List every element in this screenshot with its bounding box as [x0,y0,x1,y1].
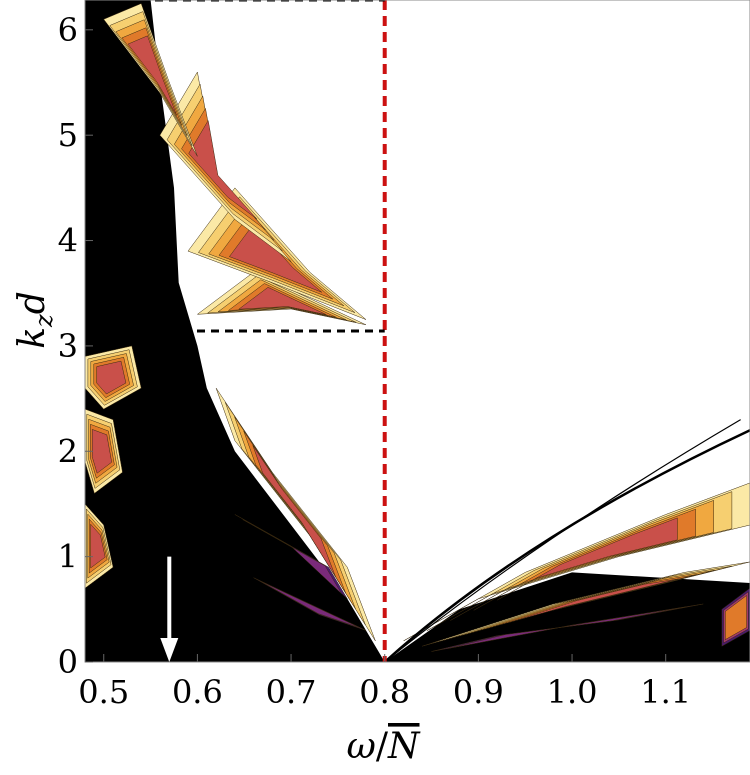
y-tick-label: 4 [58,222,78,260]
x-tick-label: 0.9 [453,673,504,711]
arrow-marker [160,556,179,662]
lobe-left-1 [85,345,142,410]
x-tick-label: 0.6 [172,673,223,711]
y-tick-label: 0 [58,643,78,681]
y-axis-label-tail: d [12,291,53,314]
lobe-center-3-band-1 [260,580,360,628]
x-axis-label-slash: / [376,726,389,767]
lobe-right-2 [422,561,750,647]
x-axis-label: ω/N [347,726,422,767]
lobe-upper-1-band-4 [237,287,327,315]
lobe-upper-1 [196,271,367,326]
dark-region-right [384,572,750,662]
lobe-right-edge [721,587,750,647]
y-axis-label-var: k [12,327,53,349]
x-tick-label: 0.7 [266,673,317,711]
lobe-left-3-band-4 [90,523,106,569]
lobe-right-edge-band-2 [725,594,747,641]
lobe-center-2-band-1 [242,519,342,594]
lobe-left-2-band-4 [91,429,112,474]
lobe-right-2-band-4 [508,578,679,623]
lobe-left-2 [85,408,123,494]
x-tick-label: 0.5 [78,673,129,711]
separatrix-right-1 [383,429,750,662]
lobe-upper-3-band-4 [188,119,258,220]
arrow-head [160,638,179,662]
x-axis-label-var: ω [347,726,376,767]
x-axis-ticks: 0.5 0.6 0.7 0.8 0.9 1.0 1.1 [78,654,691,711]
y-tick-label: 5 [58,116,78,154]
x-axis-label-den: N [387,726,421,767]
lobe-upper-4-band-4 [127,35,177,116]
y-axis-label-sub: z [30,314,58,328]
lobe-left-1-band-4 [96,360,127,395]
y-tick-label: 1 [58,538,78,576]
lobe-center-3 [253,577,367,631]
y-tick-label: 2 [58,432,78,470]
x-tick-label: 0.8 [359,673,410,711]
lobe-upper-2 [187,187,367,320]
separatrix-right-2 [384,419,741,662]
y-axis-ticks: 0 1 2 3 4 5 6 [58,11,93,681]
lobe-center-1 [215,387,376,642]
lobe-right-3-band-1 [447,606,687,649]
lobe-upper-3 [159,71,292,262]
y-tick-label: 3 [58,327,78,365]
lobe-center-2-band-0 [234,514,348,599]
reference-lines [85,0,387,662]
y-tick-label: 6 [58,11,78,49]
lobe-center-2 [234,514,348,599]
y-axis-label: kzd [12,291,58,349]
lobe-right-1-band-4 [497,517,678,601]
lobe-left-3 [85,503,114,589]
dark-region-left [85,0,385,662]
x-tick-label: 1.1 [640,673,691,711]
lobe-right-1 [403,482,750,642]
lobe-right-3 [431,603,704,652]
x-tick-label: 1.0 [547,673,598,711]
lobe-center-1-band-4 [252,445,336,578]
plot-frame [84,0,750,663]
contour-fill-layer [85,0,750,662]
lobe-upper-4 [103,3,198,157]
